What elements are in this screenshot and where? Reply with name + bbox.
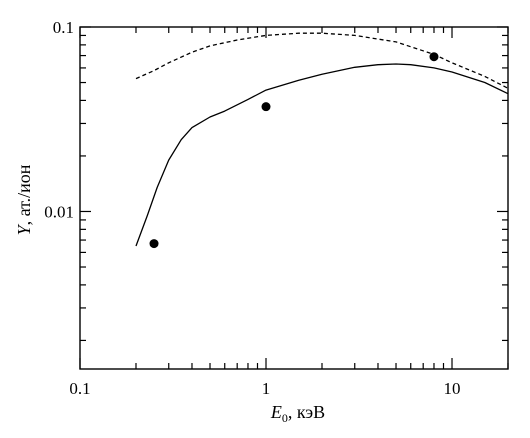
series-layer (135, 32, 509, 249)
x-tick-label: 10 (444, 379, 461, 398)
y-axis-ticks: 0.01 0.1 (44, 18, 508, 342)
y-axis-label: Y, ат./ион (14, 164, 34, 235)
y-axis-label-symbol: Y (14, 223, 34, 235)
y-tick-label: 0.01 (44, 202, 74, 221)
x-axis-ticks: 0.1 1 10 (69, 27, 509, 398)
dashed-series-line (135, 32, 509, 89)
data-point (149, 239, 159, 249)
plot-border (79, 26, 509, 370)
x-tick-label: 0.1 (69, 379, 90, 398)
plot-frame (79, 26, 509, 370)
x-axis-label-rest: , кэВ (288, 402, 325, 422)
data-point (261, 102, 271, 112)
x-axis-label: E0, кэВ (270, 402, 325, 425)
x-tick-label: 1 (262, 379, 271, 398)
x-axis-label-subscript: 0 (282, 411, 288, 425)
y-axis-label-rest: , ат./ион (14, 164, 34, 225)
data-point (429, 52, 439, 62)
x-axis-label-symbol: E (270, 402, 282, 422)
solid-series-line (135, 63, 509, 247)
y-tick-label: 0.1 (53, 18, 74, 37)
